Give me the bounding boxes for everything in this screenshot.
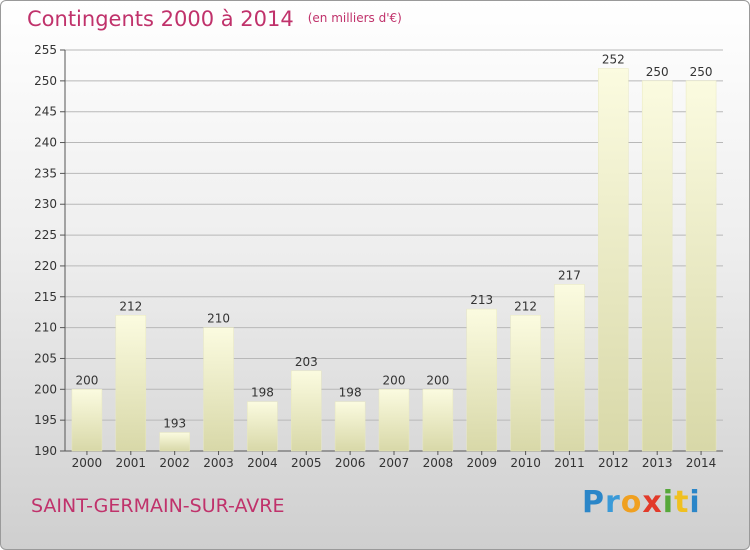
bar-2007 [378, 389, 410, 452]
x-tick-label-2008: 2008 [423, 456, 454, 470]
y-tick-label: 195 [34, 413, 57, 427]
y-tick-label: 220 [34, 259, 57, 273]
chart-subtitle: (en milliers d'€) [307, 11, 402, 25]
x-tick-label-2002: 2002 [159, 456, 190, 470]
bar-2003 [203, 327, 234, 452]
data-label-2005: 203 [295, 355, 318, 369]
y-tick-label: 210 [34, 321, 57, 335]
data-label-2011: 217 [558, 268, 581, 282]
x-tick-label-2011: 2011 [554, 456, 585, 470]
x-tick-label-2006: 2006 [335, 456, 366, 470]
chart-title: Contingents 2000 à 2014 (en milliers d'€) [27, 7, 402, 31]
x-tick-label-2004: 2004 [247, 456, 278, 470]
data-label-2012: 252 [602, 53, 625, 67]
bar-2002 [159, 432, 190, 452]
data-label-2004: 198 [251, 386, 274, 400]
x-tick-label-2010: 2010 [510, 456, 541, 470]
y-tick-label: 225 [34, 228, 57, 242]
bar-2010 [510, 315, 541, 452]
data-label-2009: 213 [470, 293, 493, 307]
data-label-2010: 212 [514, 299, 537, 313]
data-label-2014: 250 [690, 65, 713, 79]
bar-2014 [685, 80, 717, 452]
data-label-2013: 250 [646, 65, 669, 79]
data-label-2000: 200 [75, 373, 98, 387]
y-tick-label: 235 [34, 166, 57, 180]
x-tick-label-2007: 2007 [379, 456, 410, 470]
data-label-2001: 212 [119, 299, 142, 313]
bar-2005 [291, 370, 322, 452]
data-label-2007: 200 [383, 373, 406, 387]
bar-2012 [598, 68, 629, 452]
bar-2006 [334, 401, 366, 452]
y-tick-label: 250 [34, 74, 57, 88]
x-tick-label-2001: 2001 [116, 456, 147, 470]
x-tick-label-2013: 2013 [642, 456, 673, 470]
bar-2009 [466, 308, 497, 452]
data-label-2002: 193 [163, 416, 186, 430]
y-tick-label: 240 [34, 136, 57, 150]
x-tick-label-2003: 2003 [203, 456, 234, 470]
x-tick-label-2014: 2014 [686, 456, 717, 470]
y-tick-label: 230 [34, 197, 57, 211]
bar-2001 [115, 315, 147, 452]
y-tick-label: 205 [34, 351, 57, 365]
y-tick-label: 255 [34, 43, 57, 57]
y-tick-label: 245 [34, 105, 57, 119]
x-tick-label-2009: 2009 [466, 456, 497, 470]
y-tick-label: 215 [34, 290, 57, 304]
bar-2000 [71, 389, 103, 452]
bar-2011 [554, 284, 585, 452]
x-tick-label-2000: 2000 [72, 456, 103, 470]
bar-2008 [422, 389, 454, 452]
data-label-2008: 200 [426, 373, 449, 387]
x-tick-label-2012: 2012 [598, 456, 629, 470]
data-label-2003: 210 [207, 312, 230, 326]
data-label-2006: 198 [339, 386, 362, 400]
chart-title-text: Contingents 2000 à 2014 [27, 7, 294, 31]
commune-name: SAINT-GERMAIN-SUR-AVRE [31, 495, 285, 517]
y-tick-label: 190 [34, 444, 57, 458]
bar-2013 [641, 80, 673, 452]
bar-2004 [247, 401, 278, 452]
x-tick-label-2005: 2005 [291, 456, 322, 470]
proxiti-logo: Proxiti [582, 485, 701, 520]
y-tick-label: 200 [34, 382, 57, 396]
